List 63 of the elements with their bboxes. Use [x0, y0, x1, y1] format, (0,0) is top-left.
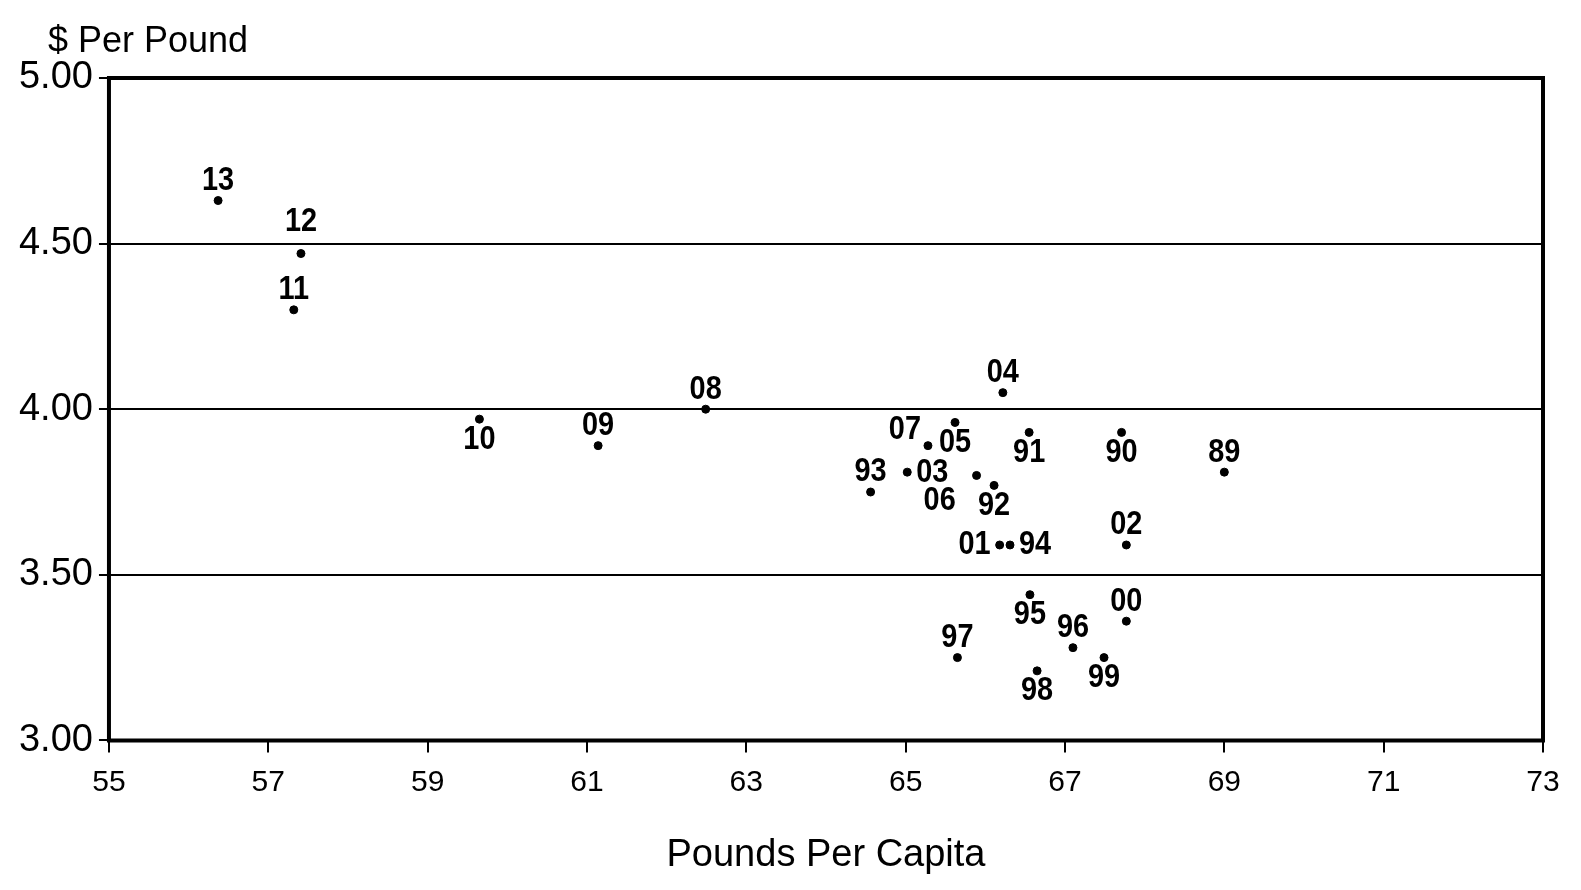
point	[902, 467, 912, 477]
annotation: 98	[1021, 668, 1054, 708]
annotation: 07	[888, 407, 921, 447]
point	[989, 480, 999, 490]
x-tick-label: 73	[1526, 763, 1560, 797]
point	[1068, 643, 1078, 653]
annotation: 92	[978, 483, 1011, 523]
y-tick-label: 4.50	[18, 220, 93, 263]
annotation: 10	[463, 417, 496, 457]
point	[1121, 616, 1131, 626]
annotation: 89	[1208, 430, 1241, 470]
point	[1121, 540, 1131, 550]
point	[1005, 540, 1015, 550]
annotation: 90	[1105, 430, 1138, 470]
point	[1024, 427, 1034, 437]
annotation: 04	[986, 350, 1020, 390]
point	[1032, 666, 1042, 676]
point	[474, 414, 484, 424]
point	[593, 441, 603, 451]
point	[972, 470, 982, 480]
annotation: 99	[1087, 655, 1121, 695]
point	[701, 404, 711, 414]
annotation: 91	[1013, 430, 1046, 470]
annotation: 09	[582, 403, 615, 443]
annotation: 00	[1110, 579, 1143, 619]
annotation: 96	[1056, 605, 1090, 645]
x-tick-label: 57	[251, 763, 285, 797]
point	[1099, 653, 1109, 663]
point	[952, 653, 962, 663]
annotation: 97	[941, 615, 974, 655]
annotation: 05	[938, 420, 972, 460]
point	[213, 196, 223, 206]
x-tick-label: 65	[888, 763, 923, 797]
point	[289, 305, 299, 315]
annotation: 94	[1019, 523, 1052, 562]
point	[950, 417, 960, 427]
annotation: 12	[284, 199, 318, 239]
point	[1025, 590, 1035, 600]
annotation: 01	[958, 523, 991, 562]
x-tick-label: 55	[92, 763, 126, 797]
annotation: 13	[202, 158, 235, 198]
annotation: 11	[278, 267, 310, 307]
x-tick-label: 71	[1366, 763, 1401, 797]
point	[296, 249, 306, 259]
annotation: 08	[689, 367, 722, 407]
point	[1117, 427, 1127, 437]
y-tick-label: 4.00	[18, 385, 93, 428]
point	[1219, 467, 1229, 477]
point	[866, 487, 876, 497]
x-tick-label: 59	[410, 763, 445, 797]
annotation: 95	[1013, 592, 1046, 632]
point	[923, 441, 933, 451]
x-tick-label: 67	[1048, 763, 1082, 797]
y-tick-label: 3.50	[18, 551, 93, 594]
annotation: 93	[854, 450, 887, 489]
x-axis-title: Pounds Per Capita	[666, 831, 987, 874]
annotation: 02	[1110, 503, 1143, 542]
x-tick-label: 63	[729, 763, 763, 797]
y-tick-label: 3.00	[18, 716, 93, 759]
point	[998, 388, 1008, 398]
x-tick-label: 69	[1207, 763, 1242, 797]
point	[995, 540, 1005, 550]
x-tick-label: 61	[570, 763, 604, 797]
